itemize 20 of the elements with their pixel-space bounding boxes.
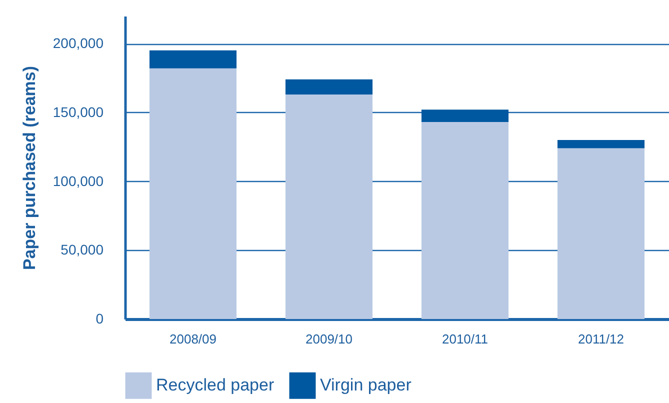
bar: [557, 140, 645, 148]
x-tick-label: 2011/12: [578, 332, 624, 346]
bar: [149, 50, 237, 68]
legend-label: Recycled paper: [156, 376, 274, 395]
y-tick-label: 50,000: [60, 242, 104, 258]
y-axis-title: Paper purchased (reams): [20, 66, 39, 270]
bar: [421, 122, 509, 319]
y-tick-label: 0: [96, 310, 104, 326]
bar: [421, 110, 509, 122]
bar: [149, 68, 237, 319]
x-tick-label: 2009/10: [306, 332, 352, 346]
bar: [557, 148, 645, 319]
x-tick-label: 2010/11: [442, 332, 488, 346]
legend-label: Virgin paper: [320, 376, 412, 395]
bar: [285, 94, 373, 319]
y-tick-label: 150,000: [52, 104, 104, 120]
x-tick-label: 2008/09: [170, 332, 216, 346]
y-tick-label: 100,000: [52, 172, 104, 189]
bar: [285, 79, 373, 95]
y-tick-label: 200,000: [52, 35, 104, 52]
